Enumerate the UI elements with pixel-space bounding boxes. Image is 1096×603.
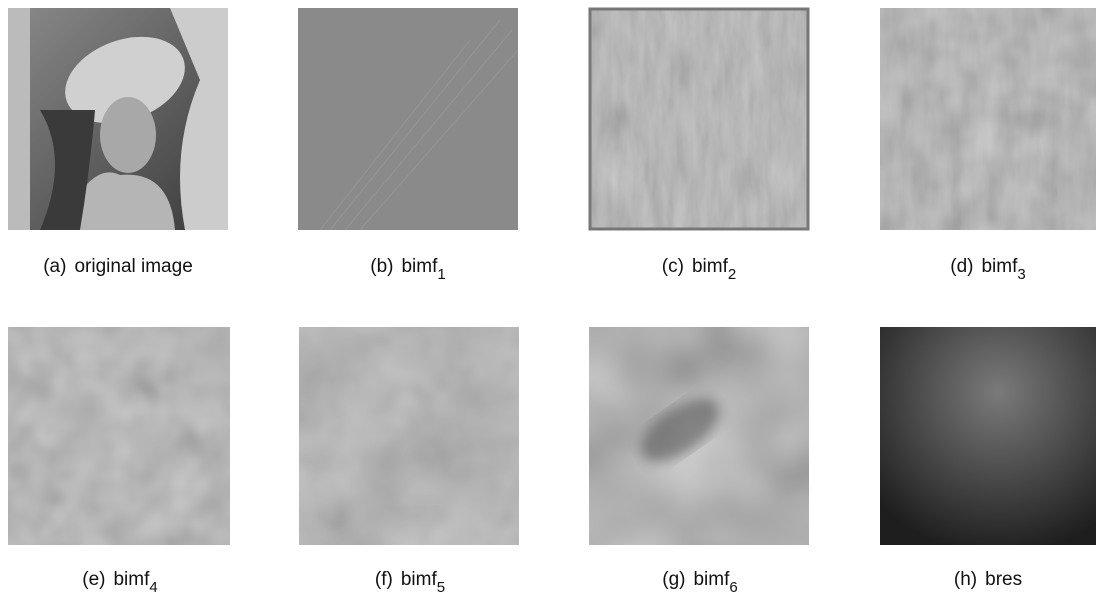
caption-text: bres xyxy=(985,569,1022,590)
panel-g-image xyxy=(589,327,809,545)
panel-a-image xyxy=(8,8,228,230)
caption-letter: (e) xyxy=(82,569,105,590)
caption-text: original image xyxy=(74,256,192,277)
caption: (a) original image xyxy=(43,256,193,277)
caption-letter: (h) xyxy=(954,569,977,590)
caption-subscript: 2 xyxy=(728,266,736,283)
caption-subscript: 6 xyxy=(729,579,737,596)
caption-subscript: 1 xyxy=(437,266,445,283)
caption: (b) bimf1 xyxy=(370,256,445,283)
caption: (d) bimf3 xyxy=(950,256,1025,283)
caption-text: bimf xyxy=(981,256,1018,277)
caption-text: bimf xyxy=(401,256,438,277)
caption-letter: (g) xyxy=(662,569,685,590)
caption: (e) bimf4 xyxy=(82,569,157,596)
caption: (c) bimf2 xyxy=(662,256,736,283)
panel-f-image xyxy=(299,327,519,545)
caption: (f) bimf5 xyxy=(375,569,445,596)
caption-subscript: 5 xyxy=(437,579,445,596)
caption-text: bimf xyxy=(693,569,730,590)
caption-subscript: 4 xyxy=(149,579,157,596)
caption-letter: (f) xyxy=(375,569,393,590)
caption-letter: (a) xyxy=(43,256,66,277)
caption-text: bimf xyxy=(692,256,729,277)
caption-text: bimf xyxy=(401,569,438,590)
caption: (g) bimf6 xyxy=(662,569,737,596)
caption: (h) bres xyxy=(954,569,1022,590)
panel-h-image xyxy=(880,327,1096,545)
caption-letter: (c) xyxy=(662,256,684,277)
caption-subscript: 3 xyxy=(1017,266,1025,283)
panel-c-image xyxy=(589,8,809,230)
caption-text: bimf xyxy=(113,569,150,590)
panel-b-image xyxy=(298,8,518,230)
panel-d-image xyxy=(880,8,1096,230)
panel-e-image xyxy=(8,327,230,545)
figure: (a)original image(b)bimf1(c)bimf2(d)bimf… xyxy=(0,0,1096,603)
caption-letter: (d) xyxy=(950,256,973,277)
caption-letter: (b) xyxy=(370,256,393,277)
